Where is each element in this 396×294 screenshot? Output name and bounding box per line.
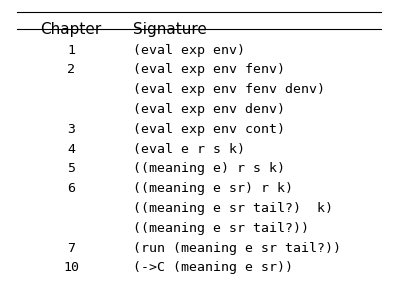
Text: 5: 5 <box>67 162 75 176</box>
Text: ((meaning e sr tail?)  k): ((meaning e sr tail?) k) <box>133 202 333 215</box>
Text: (run (meaning e sr tail?)): (run (meaning e sr tail?)) <box>133 242 341 255</box>
Text: 2: 2 <box>67 64 75 76</box>
Text: ((meaning e sr tail?)): ((meaning e sr tail?)) <box>133 222 309 235</box>
Text: 4: 4 <box>67 143 75 156</box>
Text: (eval exp env fenv denv): (eval exp env fenv denv) <box>133 83 325 96</box>
Text: 6: 6 <box>67 182 75 195</box>
Text: 1: 1 <box>67 44 75 57</box>
Text: 7: 7 <box>67 242 75 255</box>
Text: (eval e r s k): (eval e r s k) <box>133 143 245 156</box>
Text: (eval exp env cont): (eval exp env cont) <box>133 123 285 136</box>
Text: 10: 10 <box>63 261 79 275</box>
Text: (eval exp env denv): (eval exp env denv) <box>133 103 285 116</box>
Text: (->C (meaning e sr)): (->C (meaning e sr)) <box>133 261 293 275</box>
Text: ((meaning e) r s k): ((meaning e) r s k) <box>133 162 285 176</box>
Text: 3: 3 <box>67 123 75 136</box>
Text: Signature: Signature <box>133 22 207 37</box>
Text: Chapter: Chapter <box>40 22 102 37</box>
Text: (eval exp env fenv): (eval exp env fenv) <box>133 64 285 76</box>
Text: ((meaning e sr) r k): ((meaning e sr) r k) <box>133 182 293 195</box>
Text: (eval exp env): (eval exp env) <box>133 44 245 57</box>
